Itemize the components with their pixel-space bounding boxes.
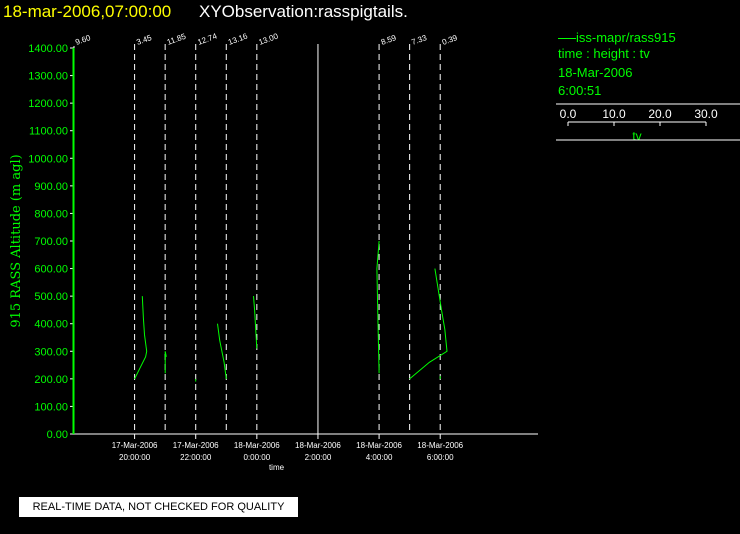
profile-top-label: 11.85 [166,32,188,47]
y-tick-label: 500.00 [34,291,68,303]
x-tick-date: 18-Mar-2006 [234,441,280,450]
x-axis-label: time [269,463,285,472]
profile-top-label: 9.60 [74,33,92,47]
observation-name: XYObservation:rasspigtails. [199,2,408,21]
y-tick-label: 0.00 [47,429,68,441]
quality-notice: REAL-TIME DATA, NOT CHECKED FOR QUALITY [18,496,299,518]
legend-date: 18-Mar-2006 [558,65,633,80]
profile-top-label: 0.39 [441,33,459,47]
profile-data-line [134,296,148,380]
legend-scale-label: 20.0 [648,107,672,121]
y-tick-label: 400.00 [34,319,68,331]
x-tick-date: 18-Mar-2006 [356,441,402,450]
x-tick-time: 0:00:00 [243,453,270,462]
profile-top-label: 13.00 [257,31,279,46]
y-tick-label: 800.00 [34,208,68,220]
legend-series-label: iss-mapr/rass915 [576,30,676,45]
legend-axes-desc: time : height : tv [558,46,650,61]
legend-scale-title: tv [632,129,641,143]
profile-data-line [409,268,448,380]
y-tick-label: 200.00 [34,374,68,386]
y-tick-label: 900.00 [34,181,68,193]
y-tick-label: 600.00 [34,264,68,276]
legend-series-entry: iss-mapr/rass915 [558,30,676,45]
y-axis-label: 915 RASS Altitude (m agl) [9,154,24,327]
profile-top-label: 7.33 [410,33,428,47]
profile-data-line [217,323,227,379]
x-tick-date: 17-Mar-2006 [173,441,219,450]
x-tick-date: 17-Mar-2006 [112,441,158,450]
profile-top-label: 8.59 [380,33,398,47]
profile-top-label: 3.45 [135,33,153,47]
legend-scale-label: 30.0 [694,107,718,121]
y-tick-label: 100.00 [34,401,68,413]
x-tick-time: 6:00:00 [427,453,454,462]
x-tick-time: 2:00:00 [305,453,332,462]
y-tick-label: 1100.00 [29,126,68,138]
profile-data-line [376,240,380,374]
x-tick-time: 20:00:00 [119,453,151,462]
legend-scale-label: 0.0 [560,107,577,121]
profile-data-line [164,351,167,374]
observation-datetime: 18-mar-2006,07:00:00 [3,2,172,21]
x-tick-time: 22:00:00 [180,453,212,462]
profile-top-label: 13.16 [227,31,249,46]
y-tick-label: 1300.00 [28,71,68,83]
legend-scale-label: 10.0 [602,107,626,121]
x-tick-date: 18-Mar-2006 [417,441,463,450]
x-tick-date: 18-Mar-2006 [295,441,341,450]
y-tick-label: 1400.00 [28,43,68,55]
profile-data-line [253,296,258,349]
y-tick-label: 700.00 [34,236,68,248]
y-tick-label: 1200.00 [28,98,68,110]
y-tick-label: 300.00 [34,346,68,358]
legend-line-swatch [558,38,576,40]
profile-top-label: 12.74 [196,31,218,46]
x-tick-time: 4:00:00 [366,453,393,462]
legend-time: 6:00:51 [558,83,602,98]
y-tick-label: 1000.00 [28,153,68,165]
